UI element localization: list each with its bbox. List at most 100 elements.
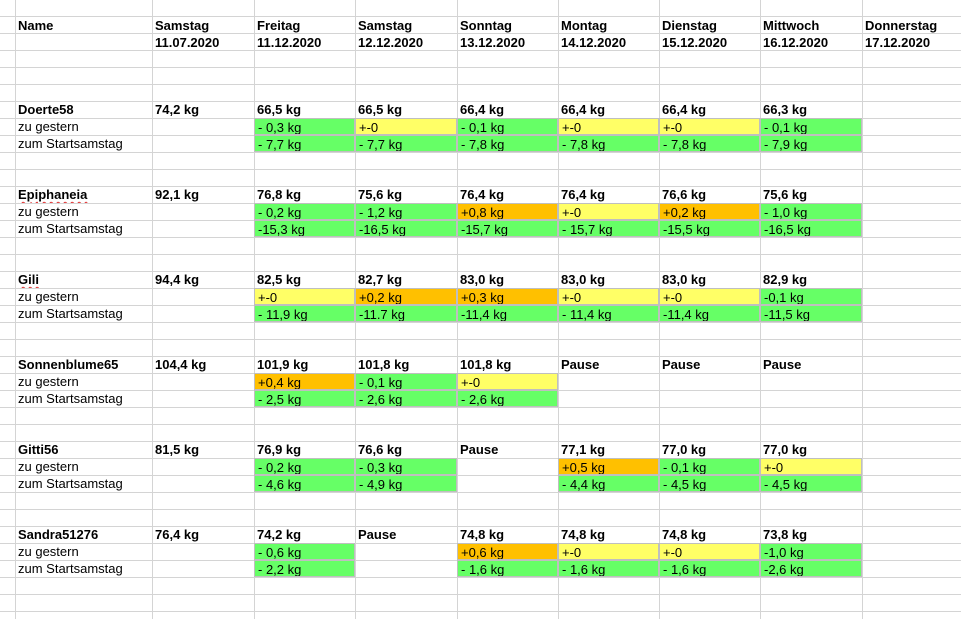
total-change-cell[interactable]: -15,5 kg [659,220,760,237]
weight-cell[interactable]: 83,0 kg [460,272,505,287]
daily-change-cell[interactable]: +-0 [254,288,355,305]
daily-change-cell[interactable]: - 0,6 kg [254,543,355,560]
daily-change-cell[interactable]: - 0,3 kg [355,458,457,475]
daily-change-cell[interactable]: - 0,1 kg [355,373,457,390]
header-date-cell[interactable]: 12.12.2020 [358,35,424,50]
row-label-daily[interactable]: zu gestern [18,204,79,219]
daily-change-cell[interactable]: +0,5 kg [558,458,659,475]
daily-change-cell[interactable]: +-0 [558,288,659,305]
weight-cell[interactable]: 76,9 kg [257,442,302,457]
header-date-cell[interactable]: 11.07.2020 [155,35,220,50]
weight-cell[interactable]: 73,8 kg [763,527,808,542]
weight-cell[interactable]: 66,5 kg [257,102,302,117]
daily-change-cell[interactable]: - 0,1 kg [457,118,558,135]
daily-change-cell[interactable]: +-0 [558,203,659,220]
person-name-cell[interactable]: Gitti56 [18,442,59,457]
weight-cell[interactable]: 76,4 kg [155,527,200,542]
header-name-cell[interactable]: Name [18,18,54,33]
total-change-cell[interactable]: -11,4 kg [457,305,558,322]
person-name-cell[interactable]: Epiphaneia [15,186,152,203]
header-day-cell[interactable]: Dienstag [662,18,717,33]
row-label-daily[interactable]: zu gestern [18,119,79,134]
total-change-cell[interactable]: - 7,8 kg [558,135,659,152]
daily-change-cell[interactable]: +0,8 kg [457,203,558,220]
total-change-cell[interactable]: -11.7 kg [355,305,457,322]
row-label-total[interactable]: zum Startsamstag [18,306,123,321]
daily-change-cell[interactable]: - 0,2 kg [254,458,355,475]
total-change-cell[interactable]: - 2,5 kg [254,390,355,407]
daily-change-cell[interactable]: - 0,1 kg [760,118,862,135]
weight-cell[interactable]: 101,8 kg [460,357,512,372]
weight-cell[interactable]: 74,8 kg [561,527,606,542]
weight-cell[interactable]: 66,3 kg [763,102,808,117]
weight-cell[interactable]: 77,0 kg [662,442,707,457]
total-change-cell[interactable]: - 4,5 kg [659,475,760,492]
daily-change-cell[interactable]: +-0 [558,118,659,135]
total-change-cell[interactable]: - 11,4 kg [558,305,659,322]
header-day-cell[interactable]: Mittwoch [763,18,820,33]
row-label-total[interactable]: zum Startsamstag [18,561,123,576]
daily-change-cell[interactable]: +0,4 kg [254,373,355,390]
total-change-cell[interactable]: - 11,9 kg [254,305,355,322]
header-date-cell[interactable]: 13.12.2020 [460,35,526,50]
weight-cell[interactable]: 82,9 kg [763,272,808,287]
daily-change-cell[interactable]: -1,0 kg [760,543,862,560]
daily-change-cell[interactable]: +-0 [760,458,862,475]
weight-cell[interactable]: 94,4 kg [155,272,200,287]
daily-change-cell[interactable]: +-0 [659,118,760,135]
total-change-cell[interactable]: - 2,6 kg [355,390,457,407]
total-change-cell[interactable]: - 1,6 kg [659,560,760,577]
daily-change-cell[interactable]: - 0,2 kg [254,203,355,220]
header-day-cell[interactable]: Montag [561,18,608,33]
weight-cell[interactable]: 82,7 kg [358,272,403,287]
total-change-cell[interactable]: - 7,7 kg [355,135,457,152]
total-change-cell[interactable]: - 2,2 kg [254,560,355,577]
weight-cell[interactable]: 76,8 kg [257,187,302,202]
weight-cell[interactable]: 82,5 kg [257,272,302,287]
header-date-cell[interactable]: 17.12.2020 [865,35,931,50]
daily-change-cell[interactable]: +0,2 kg [355,288,457,305]
weight-cell[interactable]: 66,4 kg [662,102,707,117]
total-change-cell[interactable]: -15,3 kg [254,220,355,237]
total-change-cell[interactable]: -11,5 kg [760,305,862,322]
header-date-cell[interactable]: 16.12.2020 [763,35,829,50]
row-label-daily[interactable]: zu gestern [18,544,79,559]
row-label-daily[interactable]: zu gestern [18,374,79,389]
header-day-cell[interactable]: Sonntag [460,18,512,33]
weight-cell[interactable]: 74,8 kg [662,527,707,542]
daily-change-cell[interactable]: - 0,3 kg [254,118,355,135]
daily-change-cell[interactable]: +-0 [558,543,659,560]
row-label-total[interactable]: zum Startsamstag [18,136,123,151]
total-change-cell[interactable]: - 7,8 kg [457,135,558,152]
row-label-daily[interactable]: zu gestern [18,289,79,304]
weight-cell[interactable]: 76,4 kg [460,187,505,202]
daily-change-cell[interactable]: +-0 [355,118,457,135]
weight-cell[interactable]: 101,9 kg [257,357,309,372]
daily-change-cell[interactable]: +-0 [457,373,558,390]
weight-cell[interactable]: 83,0 kg [561,272,606,287]
daily-change-cell[interactable]: +0,2 kg [659,203,760,220]
weight-cell[interactable]: 77,0 kg [763,442,808,457]
weight-cell[interactable]: 104,4 kg [155,357,207,372]
total-change-cell[interactable]: -16,5 kg [760,220,862,237]
daily-change-cell[interactable]: -0,1 kg [760,288,862,305]
total-change-cell[interactable]: - 4,6 kg [254,475,355,492]
weight-cell[interactable]: 76,4 kg [561,187,606,202]
total-change-cell[interactable]: -11,4 kg [659,305,760,322]
weight-cell[interactable]: 66,4 kg [561,102,606,117]
weight-cell[interactable]: 76,6 kg [662,187,707,202]
person-name-cell[interactable]: Gili [15,271,152,288]
weight-cell[interactable]: 81,5 kg [155,442,200,457]
total-change-cell[interactable]: - 7,8 kg [659,135,760,152]
weight-cell[interactable]: 77,1 kg [561,442,606,457]
person-name-cell[interactable]: Doerte58 [18,102,74,117]
total-change-cell[interactable]: -16,5 kg [355,220,457,237]
total-change-cell[interactable]: - 4,5 kg [760,475,862,492]
header-date-cell[interactable]: 11.12.2020 [257,35,322,50]
weight-cell[interactable]: 92,1 kg [155,187,200,202]
total-change-cell[interactable]: - 7,7 kg [254,135,355,152]
row-label-total[interactable]: zum Startsamstag [18,476,123,491]
total-change-cell[interactable]: - 15,7 kg [558,220,659,237]
weight-cell[interactable]: Pause [662,357,701,372]
weight-cell[interactable]: Pause [460,442,499,457]
